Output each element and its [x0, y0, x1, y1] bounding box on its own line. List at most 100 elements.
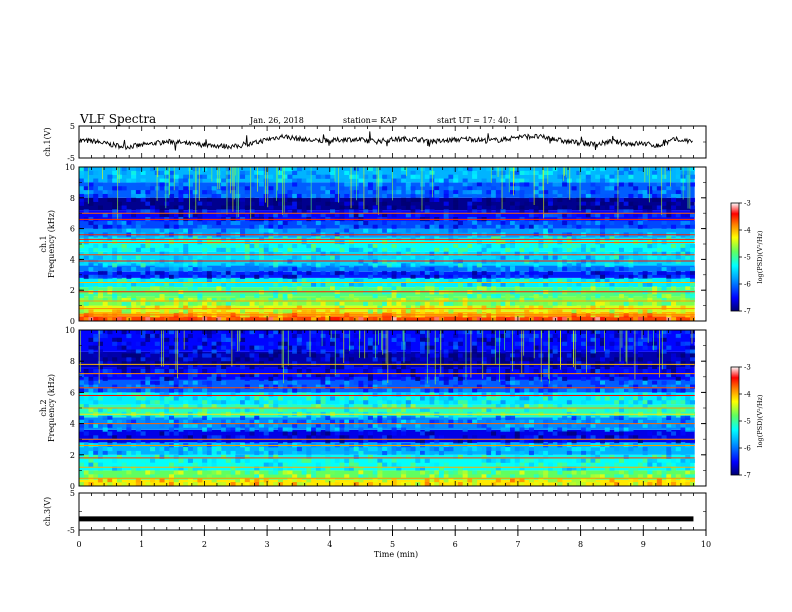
- spectrogram-cell: [126, 274, 132, 279]
- spectrogram-cell: [159, 263, 165, 268]
- spectrogram-cell: [457, 313, 463, 318]
- spectrogram-cell: [282, 278, 288, 283]
- spectrogram-cell: [434, 470, 440, 475]
- spectrogram-cell: [434, 290, 440, 295]
- spectrogram-cell: [178, 205, 184, 210]
- spectrogram-cell: [514, 270, 520, 276]
- spectrogram-cell: [420, 305, 426, 310]
- spectrogram-cell: [367, 376, 373, 381]
- spectrogram-cell: [221, 205, 227, 210]
- spectrogram-cell: [401, 392, 407, 397]
- spectrogram-cell: [334, 305, 340, 310]
- spectrogram-cell: [524, 408, 530, 413]
- spectrogram-cell: [121, 345, 127, 350]
- spectrogram-cell: [642, 478, 648, 483]
- spectrogram-cell: [135, 431, 141, 436]
- spectrogram-cell: [135, 224, 141, 229]
- spectrogram-cell: [424, 282, 430, 287]
- spectrogram-cell: [637, 190, 643, 195]
- spectrogram-cell: [391, 357, 397, 362]
- spectrogram-cell: [107, 236, 113, 241]
- spectrogram-cell: [585, 427, 591, 432]
- spectrogram-cell: [557, 458, 563, 463]
- spectrogram-cell: [420, 297, 426, 303]
- spectrogram-cell: [410, 447, 416, 452]
- spectrogram-cell: [367, 290, 373, 295]
- spectrogram-cell: [254, 419, 260, 424]
- spectrogram-cell: [476, 167, 482, 172]
- spectrogram-cell: [472, 353, 478, 358]
- spectrogram-cell: [424, 205, 430, 210]
- spectrogram-cell: [424, 170, 430, 175]
- spectrogram-cell: [131, 278, 137, 283]
- spectrogram-cell: [656, 213, 662, 218]
- spectrogram-cell: [642, 205, 648, 210]
- spectrogram-cell: [585, 220, 591, 226]
- spectrogram-cell: [135, 186, 141, 191]
- spectrogram-cell: [675, 341, 681, 346]
- spectrogram-cell: [680, 353, 686, 358]
- spectrogram-cell: [547, 450, 553, 456]
- spectrogram-cell: [306, 392, 312, 397]
- spectrogram-cell: [652, 423, 658, 428]
- spectrogram-cell: [249, 244, 255, 249]
- spectrogram-cell: [320, 297, 326, 303]
- spectrogram-cell: [221, 450, 227, 456]
- spectrogram-cell: [656, 431, 662, 436]
- spectrogram-cell: [571, 478, 577, 483]
- spectrogram-cell: [524, 357, 530, 362]
- spectrogram-cell: [434, 478, 440, 483]
- spectrogram-cell: [571, 182, 577, 187]
- spectrogram-cell: [420, 220, 426, 226]
- spectrogram-cell: [282, 349, 288, 354]
- spectrogram-cell: [429, 423, 435, 428]
- spectrogram-cell: [301, 278, 307, 283]
- spectrogram-cell: [500, 474, 506, 479]
- spectrogram-cell: [543, 290, 549, 295]
- spectrogram-cell: [292, 178, 298, 183]
- spectrogram-cell: [623, 384, 629, 389]
- spectrogram-cell: [410, 404, 416, 409]
- spectrogram-cell: [533, 369, 539, 374]
- spectrogram-cell: [666, 201, 672, 206]
- spectrogram-cell: [519, 190, 525, 195]
- spectrogram-cell: [197, 470, 203, 475]
- spectrogram-cell: [486, 466, 492, 471]
- spectrogram-cell: [268, 392, 274, 397]
- spectrogram-cell: [358, 317, 364, 322]
- spectrogram-cell: [145, 236, 151, 241]
- spectrogram-cell: [585, 255, 591, 260]
- spectrogram-cell: [467, 466, 473, 471]
- spectrogram-cell: [500, 209, 506, 214]
- spectrogram-cell: [661, 167, 667, 172]
- spectrogram-cell: [168, 462, 175, 467]
- spectrogram-cell: [254, 174, 260, 179]
- spectrogram-cell: [618, 372, 624, 378]
- spectrogram-cell: [519, 255, 525, 260]
- spectrogram-cell: [183, 423, 189, 428]
- spectrogram-cell: [571, 353, 577, 358]
- spectrogram-cell: [405, 309, 411, 314]
- spectrogram-cell: [495, 404, 501, 409]
- spectrogram-cell: [557, 365, 563, 370]
- spectrogram-cell: [562, 337, 568, 342]
- spectrogram-cell: [623, 267, 629, 272]
- spectrogram-cell: [661, 365, 667, 370]
- spectrogram-cell: [666, 466, 672, 471]
- spectrogram-cell: [614, 415, 620, 420]
- spectrogram-cell: [661, 330, 667, 335]
- spectrogram-cell: [116, 396, 122, 401]
- spectrogram-cell: [552, 236, 558, 241]
- spectrogram-cell: [192, 353, 198, 358]
- spectrogram-cell: [453, 349, 459, 354]
- spectrogram-cell: [618, 274, 624, 279]
- spectrogram-cell: [609, 361, 615, 366]
- spectrogram-cell: [604, 270, 610, 276]
- spectrogram-cell: [661, 435, 667, 440]
- spectrogram-cell: [168, 474, 175, 479]
- spectrogram-cell: [557, 478, 563, 483]
- spectrogram-cell: [254, 274, 260, 279]
- spectrogram-cell: [112, 305, 118, 310]
- spectrogram-cell: [557, 297, 563, 303]
- spectrogram-cell: [685, 247, 691, 252]
